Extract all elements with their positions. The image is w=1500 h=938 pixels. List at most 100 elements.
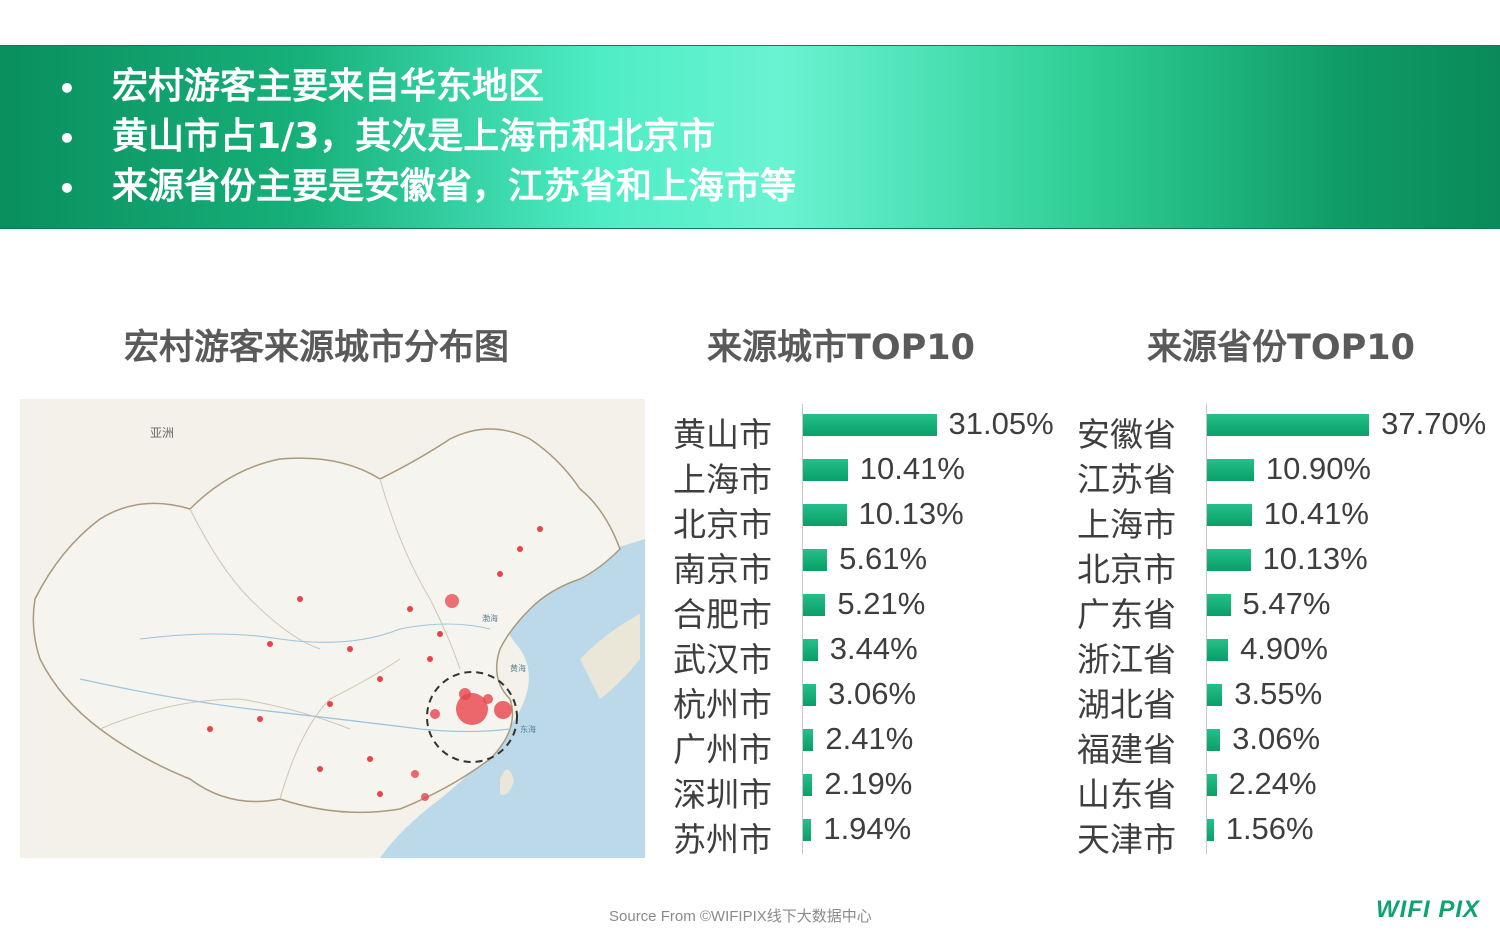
bar-row: 黄山市 31.05% bbox=[673, 404, 1073, 454]
bar-value-label: 1.94% bbox=[823, 811, 912, 846]
bar bbox=[1207, 639, 1229, 661]
city-marker bbox=[497, 571, 503, 577]
bar-row: 山东省 2.24% bbox=[1077, 764, 1497, 814]
bar-row: 苏州市 1.94% bbox=[673, 809, 1073, 859]
bar bbox=[803, 774, 813, 796]
china-map-svg: 亚洲 渤海 黄海 东海 bbox=[32, 426, 645, 858]
bar-row: 天津市 1.56% bbox=[1077, 809, 1497, 859]
city-marker bbox=[207, 726, 213, 732]
bar-row: 南京市 5.61% bbox=[673, 539, 1073, 589]
bar-row: 北京市 10.13% bbox=[1077, 539, 1497, 589]
city-marker bbox=[317, 766, 323, 772]
bar-value-label: 3.55% bbox=[1234, 676, 1323, 711]
bar-row: 安徽省 37.70% bbox=[1077, 404, 1497, 454]
bar-category-label: 上海市 bbox=[1077, 505, 1176, 544]
bullet-dot: • bbox=[58, 122, 76, 155]
bar-row: 上海市 10.41% bbox=[1077, 494, 1497, 544]
city-marker bbox=[483, 694, 493, 704]
city-marker bbox=[347, 646, 353, 652]
city-marker bbox=[517, 546, 523, 552]
bullet-dot: • bbox=[58, 172, 76, 205]
bar-category-label: 广州市 bbox=[673, 730, 772, 769]
summary-text: 宏村游客主要来自华东地区 bbox=[112, 66, 545, 107]
bar bbox=[1207, 504, 1252, 526]
bar-category-label: 福建省 bbox=[1077, 730, 1176, 769]
bar-row: 深圳市 2.19% bbox=[673, 764, 1073, 814]
yellow-river bbox=[139, 623, 491, 643]
city-marker bbox=[427, 656, 433, 662]
summary-bullet-1: • 宏村游客主要来自华东地区 bbox=[58, 62, 796, 112]
bar bbox=[1207, 684, 1223, 706]
bar-category-label: 浙江省 bbox=[1077, 640, 1176, 679]
bar bbox=[803, 459, 848, 481]
city-marker bbox=[421, 793, 429, 801]
bar-category-label: 黄山市 bbox=[673, 415, 772, 454]
bar-row: 上海市 10.41% bbox=[673, 449, 1073, 499]
bar-category-label: 天津市 bbox=[1077, 820, 1176, 859]
bar-category-label: 武汉市 bbox=[673, 640, 772, 679]
city-marker bbox=[267, 641, 273, 647]
bar-value-label: 37.70% bbox=[1381, 406, 1487, 441]
bar bbox=[1207, 594, 1231, 616]
bar-value-label: 10.13% bbox=[858, 496, 964, 531]
bar bbox=[1207, 819, 1214, 841]
summary-list: • 宏村游客主要来自华东地区 • 黄山市占1/3，其次是上海市和北京市 • 来源省份主… bbox=[58, 62, 796, 212]
bar-row: 广州市 2.41% bbox=[673, 719, 1073, 769]
city-chart-title: 来源城市TOP10 bbox=[707, 328, 975, 368]
map-label-east-sea: 东海 bbox=[520, 724, 536, 734]
summary-text: 来源省份主要是安徽省，江苏省和上海市等 bbox=[112, 166, 797, 207]
summary-text: 黄山市占1/3，其次是上海市和北京市 bbox=[112, 116, 716, 157]
city-marker bbox=[537, 526, 543, 532]
summary-bullet-2: • 黄山市占1/3，其次是上海市和北京市 bbox=[58, 112, 796, 162]
bullet-dot: • bbox=[58, 72, 76, 105]
bar bbox=[803, 414, 937, 436]
taiwan-area bbox=[500, 769, 514, 796]
bar-row: 杭州市 3.06% bbox=[673, 674, 1073, 724]
bar-value-label: 3.06% bbox=[828, 676, 917, 711]
bar bbox=[803, 684, 817, 706]
bar-category-label: 杭州市 bbox=[673, 685, 772, 724]
city-marker bbox=[377, 791, 383, 797]
city-marker bbox=[494, 701, 512, 719]
city-marker bbox=[437, 631, 443, 637]
city-marker bbox=[257, 716, 263, 722]
summary-bullet-3: • 来源省份主要是安徽省，江苏省和上海市等 bbox=[58, 162, 796, 212]
bar-value-label: 5.21% bbox=[837, 586, 926, 621]
city-marker bbox=[367, 756, 373, 762]
bar-category-label: 南京市 bbox=[673, 550, 772, 589]
bar-row: 浙江省 4.90% bbox=[1077, 629, 1497, 679]
summary-banner: • 宏村游客主要来自华东地区 • 黄山市占1/3，其次是上海市和北京市 • 来源省份主… bbox=[0, 45, 1500, 229]
city-dots bbox=[207, 526, 543, 801]
city-bar-chart: 黄山市 31.05% 上海市 10.41% 北京市 10.13% 南京市 5.61% 合肥市 5.… bbox=[673, 404, 1073, 859]
bar bbox=[803, 819, 812, 841]
bar bbox=[1207, 549, 1251, 571]
bar-category-label: 山东省 bbox=[1077, 775, 1176, 814]
bar bbox=[803, 549, 828, 571]
bar-category-label: 深圳市 bbox=[673, 775, 772, 814]
bar-value-label: 3.44% bbox=[829, 631, 918, 666]
city-marker bbox=[445, 594, 459, 608]
yangtze-river bbox=[79, 678, 511, 733]
bar-value-label: 2.19% bbox=[824, 766, 913, 801]
wifipix-logo: WIFI PIX bbox=[1376, 896, 1480, 923]
east-china-highlight-ring bbox=[426, 671, 518, 763]
bar-row: 武汉市 3.44% bbox=[673, 629, 1073, 679]
province-chart-title: 来源省份TOP10 bbox=[1147, 328, 1415, 368]
city-marker bbox=[456, 693, 488, 725]
bar-category-label: 湖北省 bbox=[1077, 685, 1176, 724]
city-chart-axis bbox=[802, 404, 803, 854]
bar-category-label: 江苏省 bbox=[1077, 460, 1176, 499]
bar bbox=[1207, 414, 1370, 436]
bar bbox=[1207, 459, 1254, 481]
city-marker bbox=[411, 770, 419, 778]
bar-value-label: 1.56% bbox=[1225, 811, 1314, 846]
bar-category-label: 广东省 bbox=[1077, 595, 1176, 634]
province-chart-axis bbox=[1206, 404, 1207, 854]
bar-row: 广东省 5.47% bbox=[1077, 584, 1497, 634]
bar-value-label: 31.05% bbox=[948, 406, 1054, 441]
bar-category-label: 安徽省 bbox=[1077, 415, 1176, 454]
bar-row: 福建省 3.06% bbox=[1077, 719, 1497, 769]
bar-row: 江苏省 10.90% bbox=[1077, 449, 1497, 499]
city-marker bbox=[327, 701, 333, 707]
bar-value-label: 10.41% bbox=[859, 451, 965, 486]
